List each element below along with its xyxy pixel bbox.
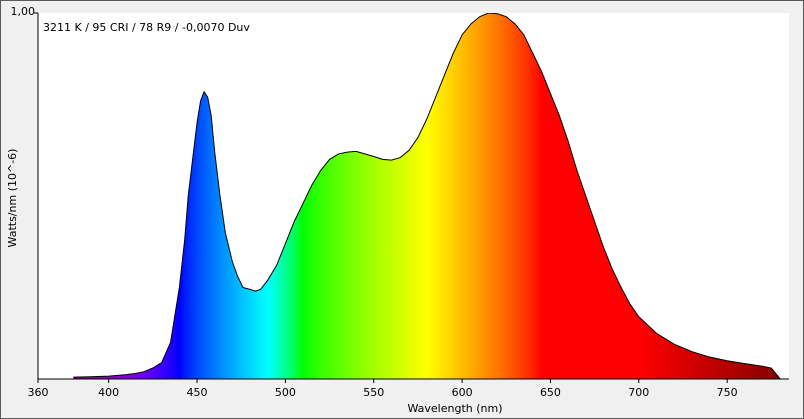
axes-group: 360 400 450 500 550 600 650 700 750 1,00 [11, 5, 789, 399]
x-axis-label: Wavelength (nm) [407, 402, 502, 415]
x-tick-label: 360 [28, 386, 49, 399]
x-tick-label: 400 [98, 386, 119, 399]
x-tick-label: 750 [717, 386, 738, 399]
spectrum-line [73, 13, 781, 379]
spectrum-area [73, 13, 781, 379]
y-tick-label: 1,00 [11, 5, 36, 18]
x-tick-label: 550 [363, 386, 384, 399]
spectrum-area-group [73, 13, 781, 379]
x-tick-label: 700 [628, 386, 649, 399]
x-tick-label: 450 [187, 386, 208, 399]
x-tick-label: 600 [452, 386, 473, 399]
y-axis-label: Watts/nm (10^-6) [6, 149, 19, 248]
chart-annotation: 3211 K / 95 CRI / 78 R9 / -0,0070 Duv [43, 21, 250, 34]
x-tick-label: 650 [540, 386, 561, 399]
x-tick-label: 500 [275, 386, 296, 399]
